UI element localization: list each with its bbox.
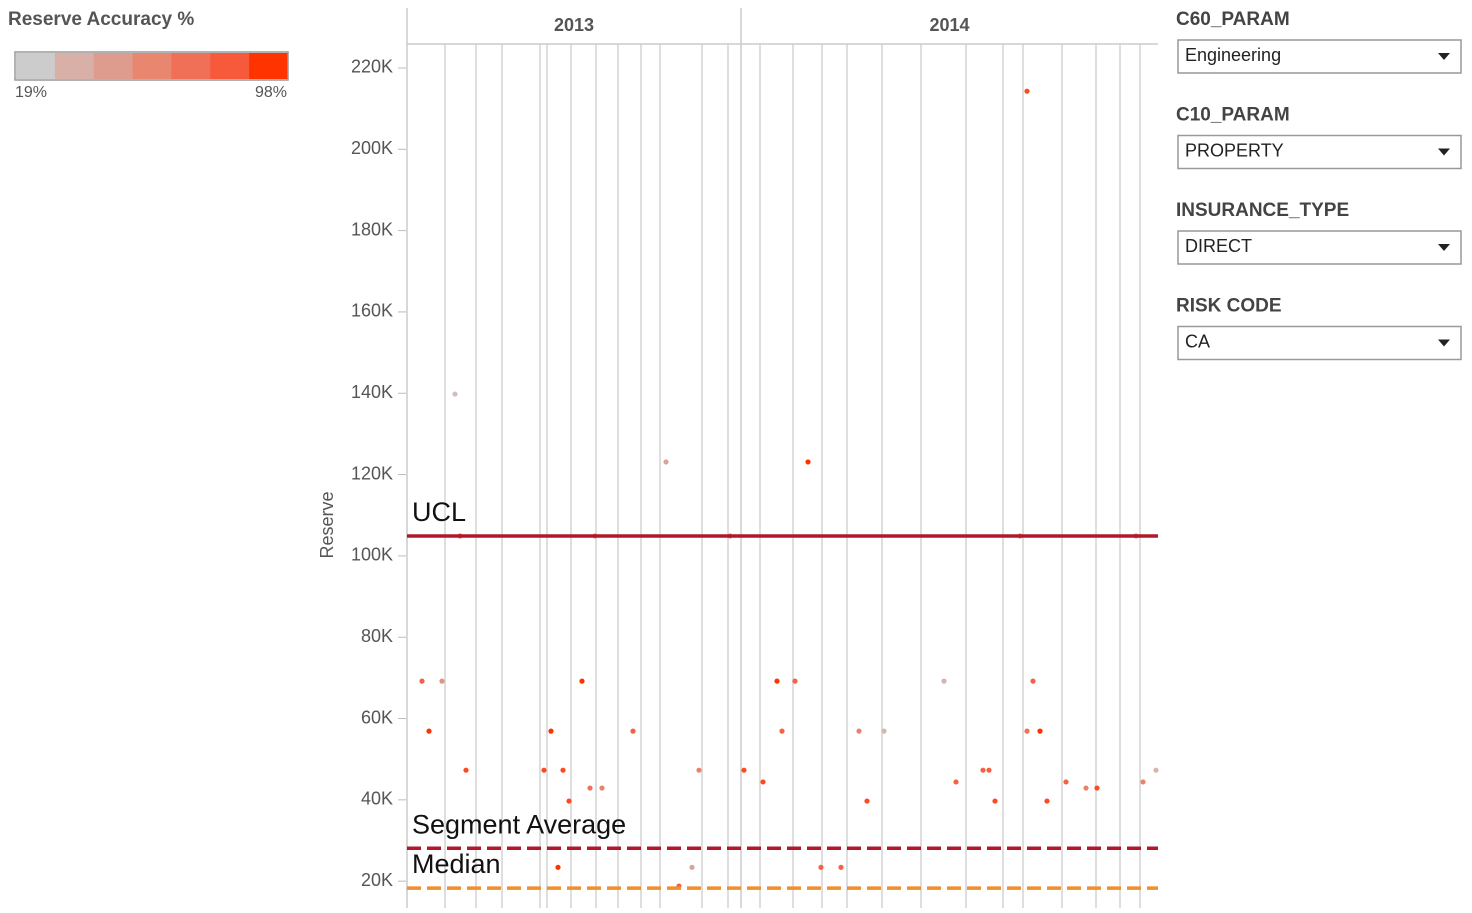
data-point [760,779,766,785]
data-point [838,864,844,870]
dropdown-box[interactable] [1177,325,1462,361]
data-point [1063,779,1069,785]
dropdown[interactable]: DIRECT [1177,230,1462,265]
data-point [1140,779,1146,785]
data-point [555,864,561,870]
data-point [953,779,959,785]
y-tick-label: 20K [361,870,393,890]
data-point [599,785,605,791]
data-point [980,767,986,773]
filters: C60_PARAM Engineering C10_PARAM PROPERTY INS… [1176,9,1462,361]
data-point [426,728,432,734]
y-tick-label: 160K [351,301,393,321]
data-point [805,459,811,465]
data-point [1037,728,1043,734]
dropdown-value[interactable]: CA [1185,331,1210,351]
dropdown-value[interactable]: Engineering [1185,45,1281,65]
dropdown-arrow[interactable] [1438,244,1450,251]
data-point [941,678,947,684]
data-point [881,728,887,734]
data-point [1030,678,1036,684]
legend-min: 19% [15,84,47,101]
data-point [1083,785,1089,791]
legend-swatch [210,53,250,79]
y-tick-label: 140K [351,382,393,402]
facet-label: 2014 [929,15,969,35]
data-point [818,864,824,870]
data-point [548,728,554,734]
data-point [774,678,780,684]
data-point [856,728,862,734]
y-tick-label: 60K [361,707,393,727]
legend-max: 98% [255,84,287,101]
filter-label: RISK CODE [1176,296,1282,317]
legend-swatch [132,53,172,79]
data-point [439,678,445,684]
filter-label: INSURANCE_TYPE [1176,200,1349,221]
y-tick-label: 100K [351,545,393,565]
dropdown-arrow[interactable] [1438,148,1450,156]
legend-swatch [16,53,56,79]
data-point [689,864,695,870]
filter-label: C60_PARAM [1176,9,1290,30]
reference-label: UCL [412,497,466,527]
reference-label: Median [412,849,501,879]
plot-area: 2013 2014 20K 40K 60K 80K 100K 120K 140K 160K 180K… [351,8,1159,908]
data-point [696,767,702,773]
data-point [986,767,992,773]
y-tick-label: 200K [351,138,393,158]
legend-swatch [171,53,211,79]
dropdown[interactable]: PROPERTY [1177,134,1462,170]
data-point [792,678,798,684]
y-tick-label: 180K [351,219,393,239]
data-point [663,459,669,465]
dropdown-value[interactable]: DIRECT [1185,236,1252,256]
legend-border [14,51,289,81]
dropdown-box[interactable] [1177,39,1462,74]
facet-label: 2013 [554,15,594,35]
legend-title: Reserve Accuracy % [8,9,194,30]
filter-label: C10_PARAM [1176,105,1290,126]
data-point [992,798,998,804]
y-tick-label: 220K [351,57,393,77]
data-point [560,767,566,773]
data-point [579,678,585,684]
dropdown[interactable]: CA [1177,325,1462,361]
dropdown-arrow[interactable] [1438,339,1450,347]
y-axis-title: Reserve [317,491,337,558]
data-point [1044,798,1050,804]
legend-swatch [249,53,289,79]
data-point [779,728,785,734]
y-tick-label: 120K [351,463,393,483]
data-point [1153,767,1159,773]
data-point [1024,88,1030,94]
y-tick-label: 40K [361,789,393,809]
data-point [864,798,870,804]
data-point [741,767,747,773]
legend-swatch [54,53,95,79]
reference-label: Segment Average [412,809,626,839]
dropdown-box[interactable] [1177,230,1462,265]
dropdown-value[interactable]: PROPERTY [1185,140,1284,160]
data-point [463,767,469,773]
legend-swatch [93,53,134,79]
data-point [1094,785,1100,791]
data-point [452,391,458,397]
data-point [566,798,572,804]
data-point [1024,728,1030,734]
data-point [630,728,636,734]
color-legend [14,51,289,81]
dropdown-box[interactable] [1177,134,1462,170]
y-tick-label: 80K [361,626,393,646]
dropdown-arrow[interactable] [1438,53,1450,60]
data-point [587,785,593,791]
data-point [541,767,547,773]
data-point [419,678,425,684]
dropdown[interactable]: Engineering [1177,39,1462,74]
